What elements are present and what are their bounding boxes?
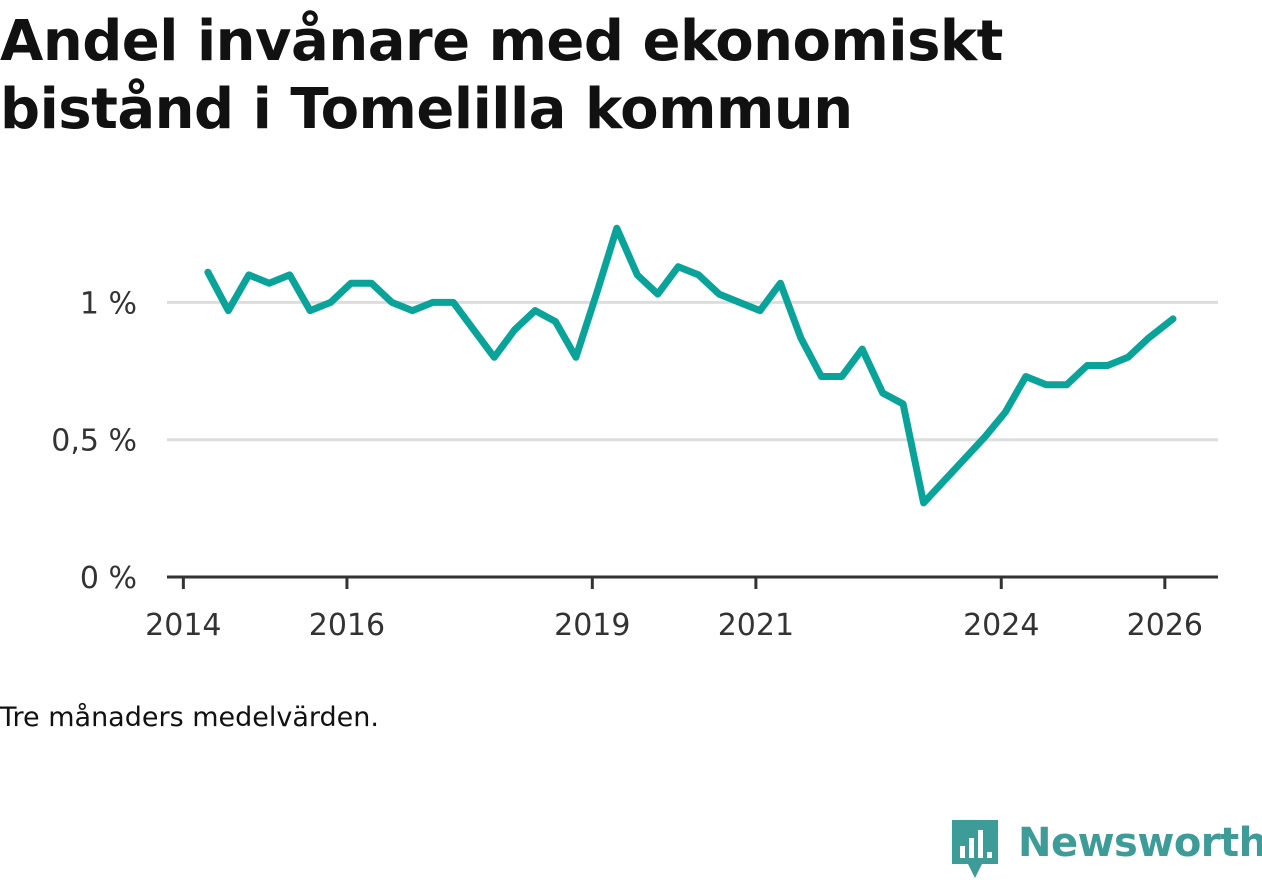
chart-title: Andel invånare med ekonomiskt bistånd i … xyxy=(0,9,1003,142)
x-tick-label-3: 2021 xyxy=(718,608,794,643)
y-tick-label-1: 0,5 % xyxy=(51,424,137,459)
gridlines xyxy=(167,300,1218,442)
x-tick-label-0: 2014 xyxy=(145,608,221,643)
x-tick-label-1: 2016 xyxy=(309,608,385,643)
footnote: Tre månaders medelvärden. xyxy=(0,702,379,733)
x-tick-label-5: 2026 xyxy=(1127,608,1203,643)
newsworthy-logo-icon xyxy=(952,820,998,878)
axes: 0 % 0,5 % 1 % 2014 2016 2019 2021 2024 2026 xyxy=(51,286,1218,643)
brand-name: Newsworthy xyxy=(1018,820,1262,866)
x-tick-label-4: 2024 xyxy=(963,608,1039,643)
series-layer xyxy=(204,224,1177,507)
y-tick-label-0: 0 % xyxy=(80,561,137,596)
series-line-0 xyxy=(204,224,1177,507)
y-tick-label-2: 1 % xyxy=(80,286,137,321)
line-chart: 0 % 0,5 % 1 % 2014 2016 2019 2021 2024 2026 xyxy=(51,224,1218,643)
brand-logo: Newsworthy xyxy=(950,818,1262,880)
x-tick-label-2: 2019 xyxy=(554,608,630,643)
